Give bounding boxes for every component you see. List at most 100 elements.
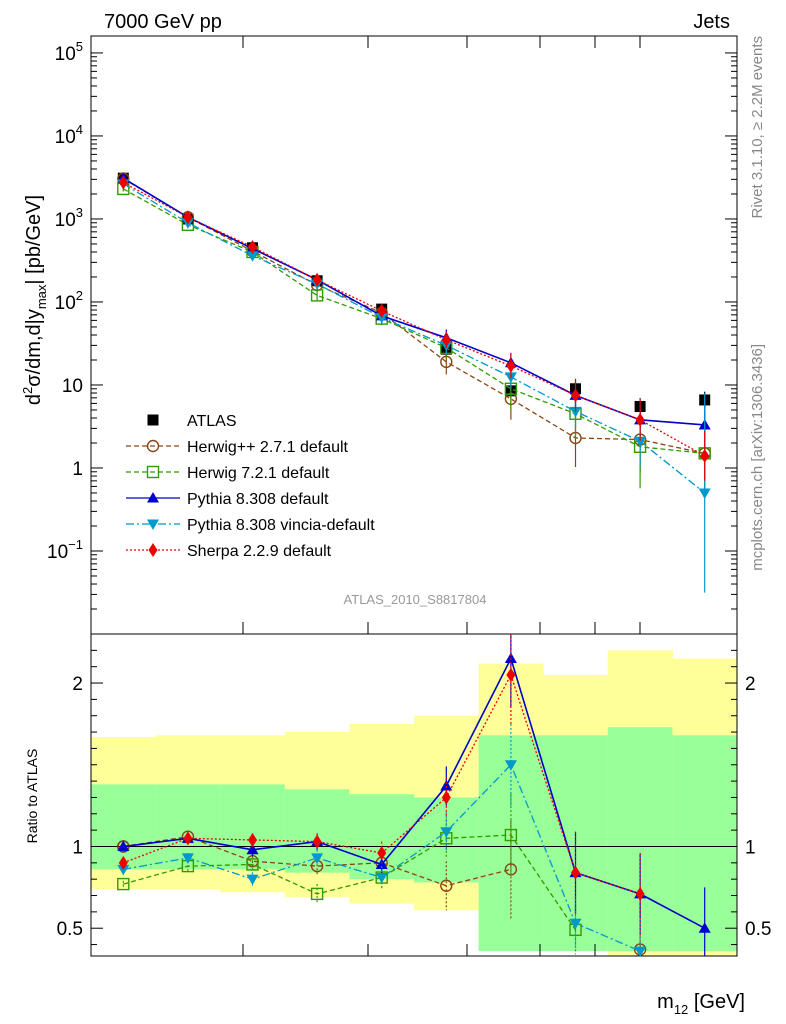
ratio-tick-label-right: 0.5	[745, 919, 771, 940]
y-tick-label: 105	[55, 39, 83, 65]
point-vincia	[246, 251, 259, 262]
ratio-point-pythia	[698, 922, 711, 933]
band-inner-bin	[91, 784, 157, 870]
ratio-point-vincia	[504, 760, 517, 771]
legend-marker-atlas	[147, 414, 159, 426]
y-tick-base: 10	[55, 44, 76, 65]
ratio-series	[117, 634, 711, 958]
legend-label-pythia: Pythia 8.308 default	[187, 491, 329, 508]
y-tick-base: 10	[62, 376, 83, 397]
ratio-axes: 2 2 1 1 0.5 0.5	[57, 633, 771, 957]
legend-entry-vincia: Pythia 8.308 vincia-default	[126, 517, 375, 534]
series-line-herwig7	[122, 188, 705, 455]
ratio-point-vincia	[117, 864, 130, 876]
legend-label-herwig7: Herwig 7.2.1 default	[187, 465, 330, 482]
legend-label-herwigpp: Herwig++ 2.7.1 default	[187, 439, 349, 456]
x-axis-label: m12 [GeV]	[657, 991, 745, 1017]
legend-label-sherpa: Sherpa 2.2.9 default	[187, 543, 332, 560]
y-tick-base: 10	[55, 127, 76, 148]
main-ylabel-end: | [pb/GeV]	[23, 195, 45, 285]
legend-entry-herwigpp: Herwig++ 2.7.1 default	[126, 439, 349, 456]
legend-entry-pythia: Pythia 8.308 default	[126, 491, 329, 508]
ratio-point-vincia	[375, 873, 388, 884]
series-atlas	[117, 172, 711, 415]
ratio-tick-label-left: 2	[72, 674, 83, 695]
ratio-point-sherpa	[441, 790, 451, 805]
ratio-point-sherpa	[635, 886, 645, 901]
main-ylabel-d: d	[23, 394, 45, 405]
point-vincia	[698, 488, 711, 499]
ratio-series-vincia	[117, 723, 647, 958]
ratio-line-vincia	[123, 763, 641, 952]
main-series	[117, 172, 711, 593]
legend-entry-herwig7: Herwig 7.2.1 default	[126, 465, 330, 482]
ratio-point-vincia	[181, 853, 194, 864]
ratio-point-pythia	[246, 843, 259, 855]
ratio-point-vincia	[246, 874, 259, 886]
main-ylabel: d2σ/dm,d|ymax| [pb/GeV]	[20, 195, 49, 405]
y-tick-exp: 3	[76, 205, 83, 220]
ratio-point-herwigpp	[440, 879, 453, 892]
legend-label-atlas: ATLAS	[187, 413, 237, 430]
ratio-point-vincia	[569, 918, 582, 930]
main-ylabel-sub: max	[34, 284, 49, 309]
point-sherpa	[635, 412, 645, 427]
point-vincia	[634, 436, 647, 448]
y-tick-base: 1	[72, 459, 83, 480]
mcplots-label: mcplots.cern.ch [arXiv:1306.3436]	[749, 344, 766, 571]
main-ylabel-sup: 2	[20, 387, 35, 394]
series-line-herwigpp	[122, 178, 705, 455]
point-sherpa	[571, 388, 580, 403]
series-sherpa	[118, 175, 710, 481]
ratio-tick-label-left: 0.5	[57, 919, 83, 940]
ratio-point-vincia	[440, 827, 453, 838]
point-sherpa	[312, 272, 322, 287]
ratio-point-sherpa	[248, 832, 257, 847]
series-pythia	[117, 172, 711, 450]
ratio-point-vincia	[634, 946, 647, 958]
point-vincia	[569, 406, 582, 418]
point-vincia	[375, 312, 388, 324]
ratio-point-pythia	[375, 858, 388, 869]
y-tick-label: 1	[72, 459, 83, 480]
ratio-point-pythia	[504, 652, 517, 664]
y-tick-label: 103	[55, 205, 83, 231]
ratio-ylabel: Ratio to ATLAS	[24, 749, 40, 844]
legend-label-vincia: Pythia 8.308 vincia-default	[187, 517, 375, 534]
ratio-point-herwig7	[504, 828, 518, 842]
series-line-vincia	[122, 183, 706, 494]
ratio-point-herwig7	[310, 887, 324, 901]
series-line-pythia	[122, 177, 705, 426]
watermark: ATLAS_2010_S8817804	[344, 592, 487, 607]
legend: ATLAS Herwig++ 2.7.1 default Herwig 7.2.1 …	[126, 413, 375, 560]
y-tick-label: 10	[62, 376, 83, 397]
ratio-point-sherpa	[571, 865, 580, 880]
y-tick-exp: 5	[76, 39, 83, 54]
point-sherpa	[441, 332, 451, 347]
ratio-tick-label-right: 1	[745, 837, 756, 858]
xlabel-m: m	[657, 991, 674, 1013]
y-tick-exp: −1	[68, 537, 83, 552]
y-tick-base: 10	[55, 293, 76, 314]
ratio-point-pythia	[117, 840, 130, 851]
legend-entry-atlas: ATLAS	[147, 413, 237, 430]
ratio-point-sherpa	[183, 831, 193, 846]
legend-marker-vincia	[147, 519, 159, 530]
point-sherpa	[377, 303, 387, 318]
legend-marker-herwig7	[146, 465, 160, 479]
legend-marker-sherpa	[148, 543, 158, 557]
ratio-point-herwig7	[117, 877, 130, 891]
ratio-point-pythia	[440, 780, 453, 791]
ratio-point-sherpa	[312, 834, 322, 849]
y-tick-label: 10−1	[47, 537, 83, 563]
point-sherpa	[183, 210, 193, 225]
series-line-sherpa	[122, 181, 706, 457]
xlabel-unit: [GeV]	[688, 991, 745, 1013]
legend-marker-herwigpp	[146, 439, 160, 453]
y-tick-label: 104	[55, 122, 83, 148]
header-right: Jets	[693, 11, 730, 33]
y-tick-label: 102	[55, 288, 83, 314]
y-tick-base: 10	[55, 210, 76, 231]
xlabel-sub: 12	[674, 1002, 688, 1017]
